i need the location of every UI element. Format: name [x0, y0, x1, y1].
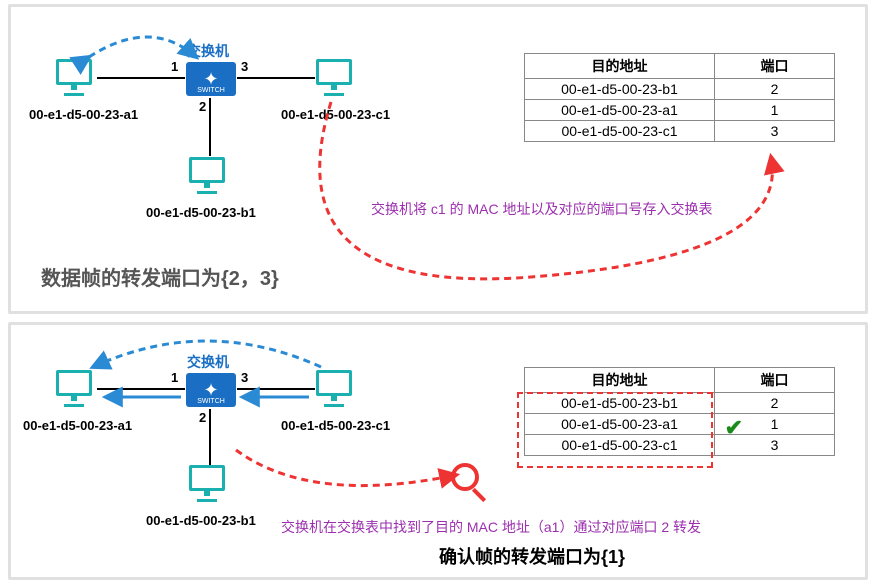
- mac-table-top: 目的地址端口 00-e1-d5-00-23-b12 00-e1-d5-00-23…: [524, 53, 835, 142]
- td-r1-port-top: 1: [715, 100, 835, 121]
- port-2-top: 2: [199, 99, 206, 114]
- caption-gray-top: 数据帧的转发端口为{2，3}: [41, 262, 279, 291]
- switch-arrows-icon: ✦: [203, 70, 218, 88]
- highlight-box: [517, 392, 713, 468]
- mac-a1-bottom: 00-e1-d5-00-23-a1: [23, 418, 132, 433]
- computer-c1-bottom: [316, 370, 352, 396]
- th-port-top: 端口: [715, 54, 835, 79]
- mac-b1-bottom: 00-e1-d5-00-23-b1: [146, 513, 256, 528]
- conn-c1-bottom: [237, 388, 315, 390]
- switch-label-top: 交换机: [187, 41, 229, 61]
- switch-top: ✦ SWITCH: [186, 62, 236, 96]
- switch-label-bottom: 交换机: [187, 352, 229, 372]
- switch-text-under-b: SWITCH: [197, 398, 225, 405]
- conn-a1-top: [97, 77, 185, 79]
- switch-text-under: SWITCH: [197, 87, 225, 94]
- td-r1-addr-top: 00-e1-d5-00-23-a1: [525, 100, 715, 121]
- caption-purple-bottom: 交换机在交换表中找到了目的 MAC 地址（a1）通过对应端口 2 转发: [281, 517, 701, 537]
- computer-a1-bottom: [56, 370, 92, 396]
- magnifier-icon: [451, 463, 479, 491]
- mac-b1-top: 00-e1-d5-00-23-b1: [146, 205, 256, 220]
- conn-b1-top: [209, 98, 211, 156]
- th-addr-bottom: 目的地址: [525, 368, 715, 393]
- td-r0-addr-top: 00-e1-d5-00-23-b1: [525, 79, 715, 100]
- td-r2-addr-top: 00-e1-d5-00-23-c1: [525, 121, 715, 142]
- computer-b1-top: [189, 157, 225, 183]
- checkmark-icon: ✔: [725, 415, 743, 441]
- port-1-top: 1: [171, 59, 178, 74]
- mac-a1-top: 00-e1-d5-00-23-a1: [29, 107, 138, 122]
- td-r0-port-top: 2: [715, 79, 835, 100]
- td-r2-port-top: 3: [715, 121, 835, 142]
- panel-top: ✦ SWITCH 交换机 00-e1-d5-00-23-a1 00-e1-d5-…: [8, 4, 868, 314]
- mac-c1-bottom: 00-e1-d5-00-23-c1: [281, 418, 390, 433]
- port-3-bottom: 3: [241, 370, 248, 385]
- conn-a1-bottom: [97, 388, 185, 390]
- switch-arrows-icon-b: ✦: [203, 381, 218, 399]
- caption-black-bottom: 确认帧的转发端口为{1}: [439, 543, 625, 569]
- port-3-top: 3: [241, 59, 248, 74]
- mac-c1-top: 00-e1-d5-00-23-c1: [281, 107, 390, 122]
- td-r0-port-bottom: 2: [715, 393, 835, 414]
- port-1-bottom: 1: [171, 370, 178, 385]
- conn-c1-top: [237, 77, 315, 79]
- port-2-bottom: 2: [199, 410, 206, 425]
- th-addr-top: 目的地址: [525, 54, 715, 79]
- th-port-bottom: 端口: [715, 368, 835, 393]
- computer-c1-top: [316, 59, 352, 85]
- computer-b1-bottom: [189, 465, 225, 491]
- panel-bottom: ✦ SWITCH 交换机 00-e1-d5-00-23-a1 00-e1-d5-…: [8, 322, 868, 580]
- switch-bottom: ✦ SWITCH: [186, 373, 236, 407]
- computer-a1-top: [56, 59, 92, 85]
- conn-b1-bottom: [209, 409, 211, 465]
- caption-purple-top: 交换机将 c1 的 MAC 地址以及对应的端口号存入交换表: [371, 199, 712, 219]
